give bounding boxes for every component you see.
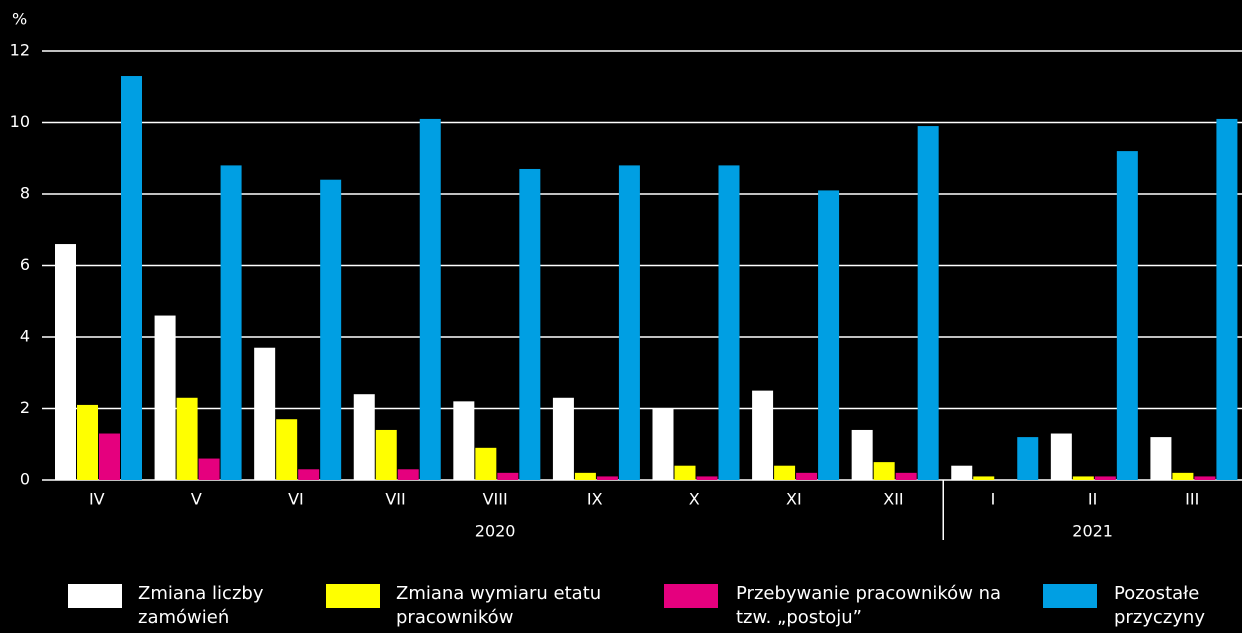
- x-tick-label: II: [1088, 490, 1097, 509]
- bar: [497, 472, 519, 480]
- bar: [475, 447, 497, 480]
- bar: [1172, 472, 1194, 480]
- y-tick-label: 10: [10, 112, 30, 131]
- bar: [574, 472, 596, 480]
- bar: [1050, 433, 1072, 480]
- bar: [320, 179, 342, 480]
- bar: [1072, 476, 1094, 480]
- bar: [99, 433, 120, 480]
- bar: [973, 476, 995, 480]
- bar: [1017, 437, 1039, 480]
- x-tick-label: XI: [786, 490, 802, 509]
- bar: [652, 408, 674, 480]
- x-tick-label: IV: [89, 490, 105, 509]
- legend-label: Pozostałe przyczyny: [1114, 583, 1205, 628]
- legend-swatch: [1043, 584, 1097, 608]
- legend-swatch: [68, 584, 122, 608]
- y-tick-label: 2: [20, 398, 30, 417]
- legend-label: Zmiana wymiaru etatu pracowników: [396, 583, 602, 628]
- bar: [696, 476, 718, 480]
- bar: [917, 126, 939, 480]
- y-tick-label: 0: [20, 470, 30, 489]
- bar: [375, 429, 397, 480]
- x-tick-label: I: [991, 490, 996, 509]
- bar: [453, 401, 475, 480]
- bar: [1150, 437, 1172, 480]
- bar: [818, 190, 840, 481]
- bar: [774, 465, 796, 480]
- bar: [154, 315, 176, 480]
- y-tick-label: 8: [20, 184, 30, 203]
- bar: [1216, 118, 1238, 481]
- bar: [1094, 476, 1116, 480]
- bar: [596, 476, 618, 480]
- bar: [77, 404, 98, 480]
- bar: [397, 469, 419, 480]
- bar: [198, 458, 220, 480]
- bar: [220, 165, 242, 480]
- y-tick-label: 4: [20, 327, 30, 346]
- y-tick-label: 12: [10, 41, 30, 60]
- bar: [254, 347, 276, 480]
- year-label: 2020: [475, 522, 516, 541]
- bar: [276, 419, 298, 480]
- bar: [55, 244, 76, 480]
- y-unit: %: [12, 10, 27, 29]
- bar: [951, 465, 973, 480]
- year-label: 2021: [1072, 522, 1113, 541]
- bar: [519, 168, 541, 480]
- bar: [873, 462, 895, 480]
- x-tick-label: VII: [385, 490, 405, 509]
- bar: [851, 429, 873, 480]
- x-tick-label: V: [191, 490, 202, 509]
- legend-label: Przebywanie pracowników na tzw. „postoju…: [736, 583, 1002, 628]
- legend-swatch: [664, 584, 718, 608]
- bar: [353, 394, 375, 480]
- bar: [1194, 476, 1216, 480]
- bar: [298, 469, 320, 480]
- legend-swatch: [326, 584, 380, 608]
- x-tick-label: III: [1185, 490, 1199, 509]
- x-tick-label: IX: [587, 490, 603, 509]
- x-tick-label: VIII: [483, 490, 508, 509]
- bar: [552, 397, 574, 480]
- bar: [752, 390, 774, 480]
- bar: [796, 472, 818, 480]
- x-tick-label: VI: [288, 490, 304, 509]
- bar: [618, 165, 640, 480]
- x-tick-label: XII: [883, 490, 903, 509]
- bar: [121, 76, 142, 481]
- x-tick-label: X: [689, 490, 700, 509]
- bar: [419, 118, 441, 481]
- bar: [674, 465, 696, 480]
- y-tick-label: 6: [20, 255, 30, 274]
- legend-label: Zmiana liczby zamówień: [138, 583, 264, 628]
- bar: [176, 397, 198, 480]
- bar: [718, 165, 740, 480]
- bar: [1116, 151, 1138, 480]
- bar: [895, 472, 917, 480]
